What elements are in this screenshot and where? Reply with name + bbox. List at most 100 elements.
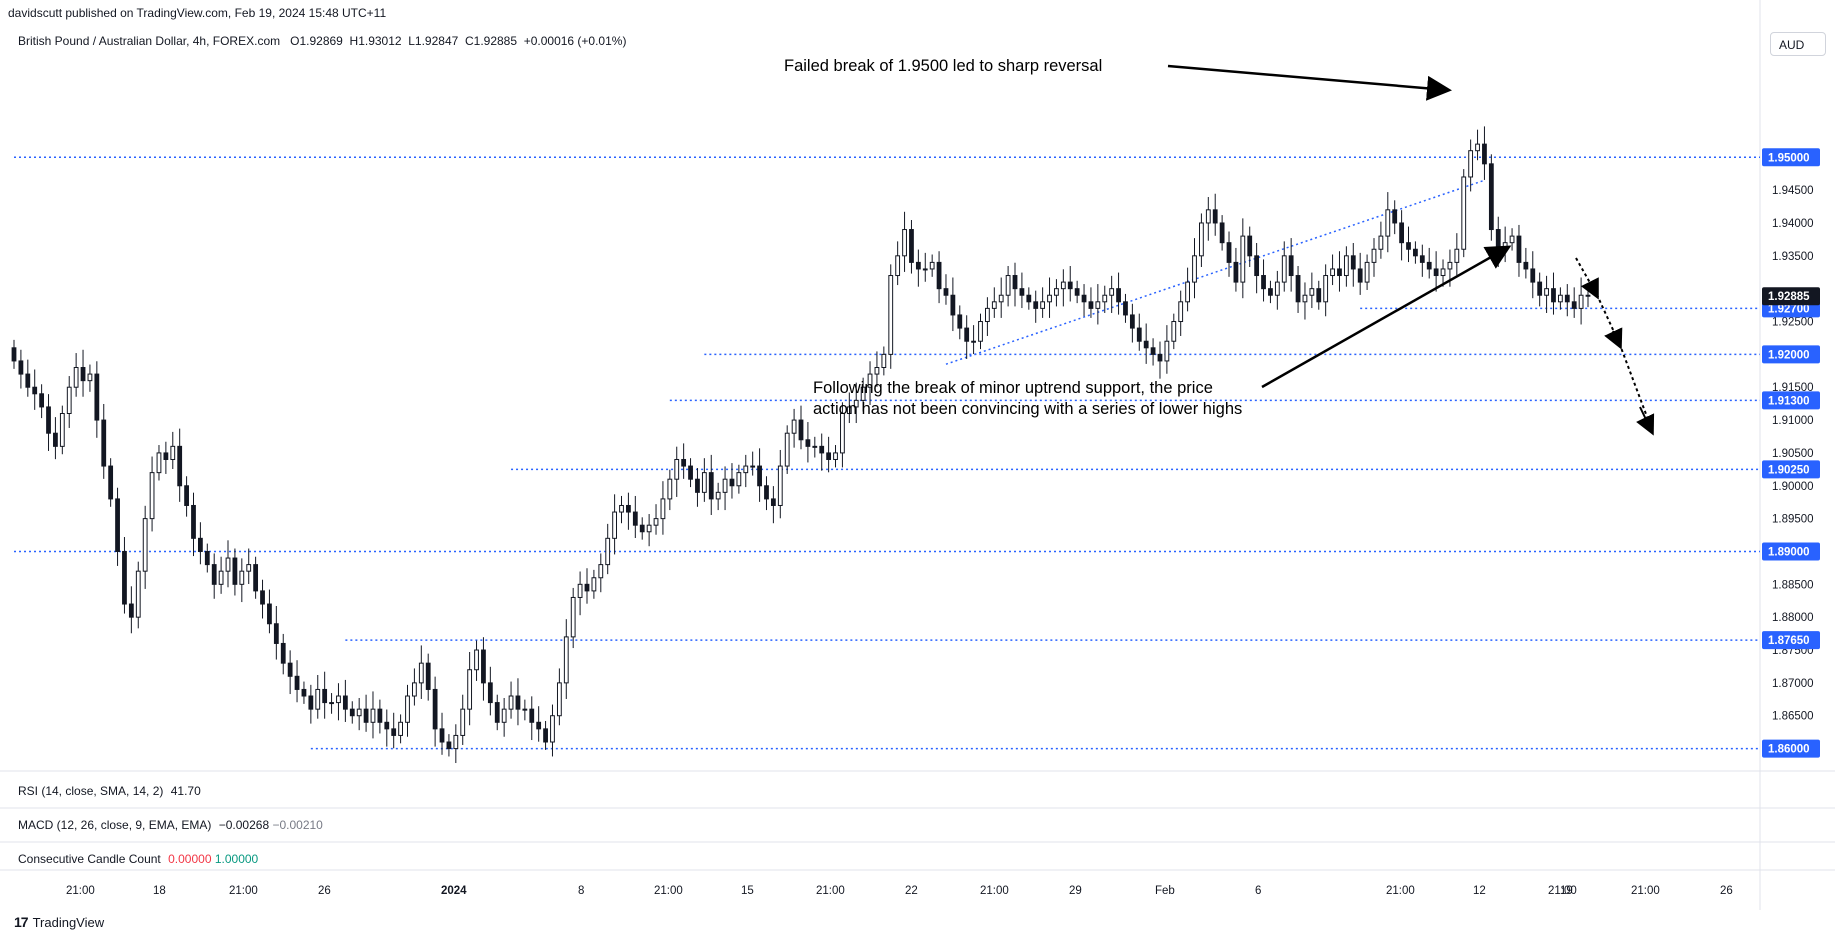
candle-down [729,478,735,487]
grid-layer [0,0,1835,910]
candle-down [1033,301,1039,309]
candle-up [653,518,659,526]
y-tick-label: 1.91500 [1772,382,1814,394]
candle-up [605,537,611,566]
candle-down [11,347,17,362]
candle-up [722,478,728,493]
y-tick-label: 1.88500 [1772,579,1814,591]
candle-up [336,695,341,704]
candle-up [315,688,321,710]
candle-up [1544,288,1549,296]
candle-down [349,708,355,717]
candle-down [481,649,486,684]
candle-down [184,485,189,506]
candle-up [1185,281,1190,303]
candle-up [1309,288,1315,296]
candle-down [1247,235,1253,257]
y-tick-label: 1.86500 [1772,711,1814,723]
candle-up [1164,340,1170,362]
x-tick-label: 18 [153,885,166,897]
candle-down [1426,261,1432,270]
annotation-arrow-top [1167,64,1452,101]
candle-down [1150,347,1156,355]
x-tick-label: 29 [1069,885,1082,897]
candle-down [1157,353,1163,362]
tradingview-logo-icon: 17 [14,914,29,930]
x-tick-label: 22 [905,885,918,897]
candle-down [1233,261,1239,283]
candle-down [770,498,776,506]
candle-up [895,255,901,277]
candle-down [1585,294,1591,297]
level-badge-label: 1.86000 [1768,744,1810,756]
x-tick-label: 12 [1473,885,1486,897]
candle-up [1005,275,1011,296]
candle-down [1116,288,1121,303]
macd-indicator[interactable]: MACD (12, 26, close, 9, EMA, EMA) −0.002… [18,818,323,832]
candle-up [660,498,666,520]
level-badge-label: 1.90250 [1768,464,1810,476]
candle-up [1440,268,1446,277]
candle-up [860,386,866,401]
candle-down [1136,327,1142,342]
level-badge-label: 1.92700 [1768,303,1810,315]
publisher-line: davidscutt published on TradingView.com,… [8,6,387,20]
candle-up [170,445,176,460]
level-badge [1762,391,1820,410]
y-tick-label: 1.94000 [1772,218,1814,230]
projected-arrow-2 [1604,327,1623,350]
rsi-indicator[interactable]: RSI (14, close, SMA, 14, 2) 41.70 [18,784,201,798]
candle-up [1281,255,1287,283]
candle-down [632,511,638,526]
candle-up [356,708,362,717]
ccc-value-2: 1.00000 [214,852,259,866]
candle-down [294,675,300,690]
annotation-middle-1: Following the break of minor uptrend sup… [813,379,1213,397]
candle-down [964,327,970,342]
x-tick-label: 6 [1255,885,1261,897]
candle-down [1433,268,1439,277]
time-axis[interactable]: 21:00 18 21:00 26 2024 8 21:00 15 21:00 22 21:00 29… [66,885,1733,897]
candle-down [1564,294,1570,303]
candle-down [191,504,196,539]
candle-down [253,564,259,592]
candle-up [846,406,852,414]
candle-down [1081,294,1087,303]
symbol-name: British Pound / Australian Dollar, 4h, F… [18,34,281,48]
candle-up [577,583,583,598]
candle-down [1551,288,1556,303]
candle-up [1302,294,1308,303]
x-tick-label: 21:00 [1631,885,1660,897]
candle-up [598,564,604,579]
price-axis[interactable]: 1.94500 1.94000 1.93500 1.92500 1.91500 1.910… [1762,148,1820,758]
candle-up [1385,209,1391,237]
candle-down [515,695,521,710]
rsi-label: RSI (14, close, SMA, 14, 2) [18,784,164,798]
candle-down [536,721,542,730]
candle-down [267,603,272,625]
candle-down [1143,340,1149,349]
candle-down [115,498,120,552]
candle-down [1288,255,1294,277]
candle-up [1240,235,1246,283]
annotation-arrow-middle [1261,245,1512,389]
candle-up [1060,281,1066,290]
annotation-layer: Failed break of 1.9500 led to sharp reve… [784,57,1655,436]
candle-down [32,386,38,395]
candle-up [812,445,818,448]
tradingview-footer[interactable]: 17 TradingView [14,914,104,930]
candle-up [418,662,424,684]
candle-down [101,419,107,467]
candle-up [87,373,93,382]
candle-down [377,708,383,723]
candle-down [211,564,217,585]
close-value: C1.92885 [464,34,518,48]
candle-down [1295,275,1301,303]
ccc-indicator[interactable]: Consecutive Candle Count 0.00000 1.00000 [18,852,258,866]
currency-button[interactable]: AUD [1770,32,1826,56]
candle-up [888,275,894,355]
candle-up [453,734,459,750]
candle-up [66,386,72,415]
candle-up [777,465,783,506]
